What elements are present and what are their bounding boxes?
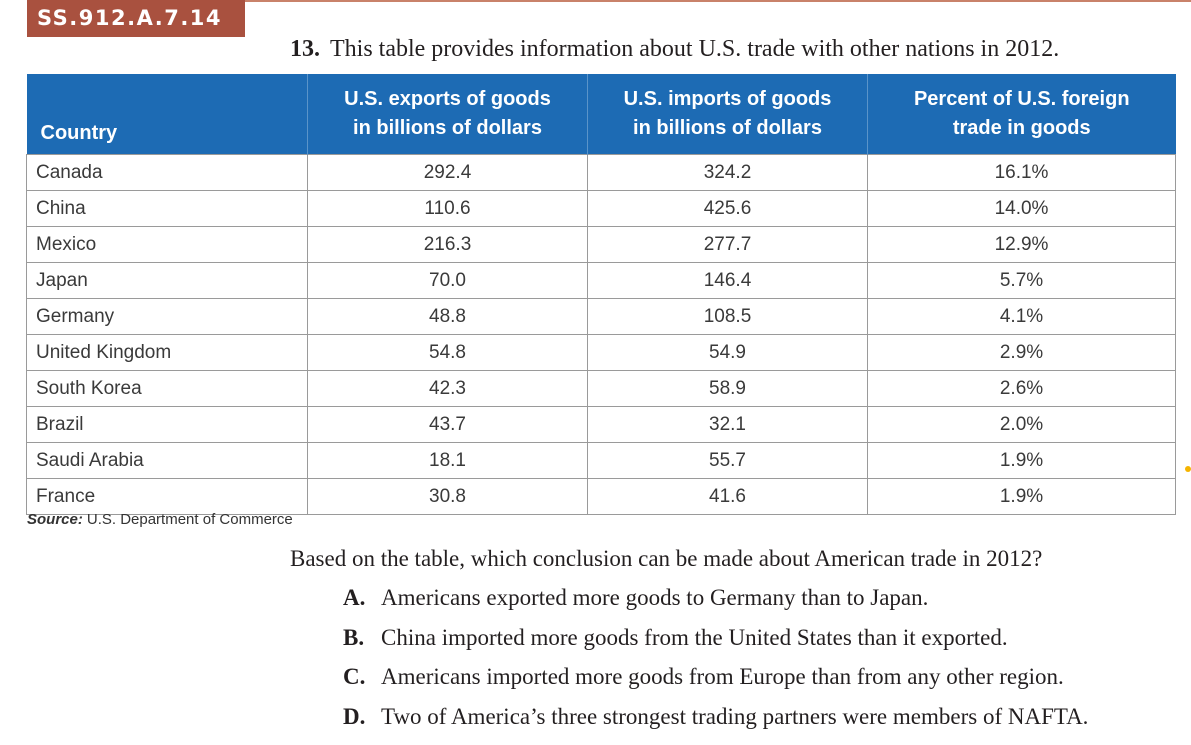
cell-exports: 48.8 [307,298,588,335]
source-note: Source: U.S. Department of Commerce [27,511,293,528]
cell-exports: 42.3 [307,370,588,407]
table-row: United Kingdom 54.8 54.9 2.9% [26,334,1176,371]
answer-choices: A. Americans exported more goods to Germa… [343,585,1088,743]
table-body: Canada 292.4 324.2 16.1% China 110.6 425.6 14.0… [26,154,1176,515]
table-row: Canada 292.4 324.2 16.1% [26,154,1176,191]
cell-country: South Korea [26,370,308,407]
cell-exports: 43.7 [307,406,588,443]
cell-percent: 5.7% [867,262,1176,299]
table-row: France 30.8 41.6 1.9% [26,478,1176,515]
table-row: China 110.6 425.6 14.0% [26,190,1176,227]
cell-percent: 12.9% [867,226,1176,263]
header-imports-line1: U.S. imports of goods [623,88,832,110]
marker-dot [1185,466,1191,472]
cell-country: United Kingdom [26,334,308,371]
header-percent: Percent of U.S. foreign trade in goods [867,74,1176,155]
question-text: This table provides information about U.… [330,36,1060,62]
source-text: U.S. Department of Commerce [86,511,293,528]
choice-text: Two of America’s three strongest trading… [381,703,1089,729]
cell-country: Canada [26,154,308,191]
cell-imports: 108.5 [587,298,868,335]
cell-percent: 2.6% [867,370,1176,407]
header-percent-line1: Percent of U.S. foreign [913,88,1130,110]
table-row: Germany 48.8 108.5 4.1% [26,298,1176,335]
answer-choice[interactable]: B. China imported more goods from the Uni… [343,625,1088,665]
table-row: Japan 70.0 146.4 5.7% [26,262,1176,299]
cell-imports: 277.7 [587,226,868,263]
cell-imports: 324.2 [587,154,868,191]
cell-exports: 54.8 [307,334,588,371]
standard-code-tag: SS.912.A.7.14 [27,0,245,37]
choice-letter: B. [343,624,365,650]
cell-percent: 1.9% [867,442,1176,479]
question-number: 13. [290,36,320,62]
cell-imports: 54.9 [587,334,868,371]
header-imports: U.S. imports of goods in billions of dol… [587,74,868,155]
cell-imports: 425.6 [587,190,868,227]
cell-country: France [26,478,308,515]
cell-imports: 32.1 [587,406,868,443]
cell-percent: 14.0% [867,190,1176,227]
header-imports-line2: in billions of dollars [633,117,822,139]
top-divider [245,0,1191,2]
cell-country: Japan [26,262,308,299]
choice-text: Americans imported more goods from Europ… [381,664,1064,689]
cell-percent: 2.9% [867,334,1176,371]
source-label: Source: [27,511,83,528]
table-header-row: Country U.S. exports of goods in billion… [26,74,1176,155]
cell-exports: 18.1 [307,442,588,479]
cell-country: Germany [26,298,308,335]
choice-letter: D. [343,703,366,729]
cell-percent: 16.1% [867,154,1176,191]
cell-country: China [26,190,308,227]
cell-exports: 70.0 [307,262,588,299]
choice-text: Americans exported more goods to Germany… [381,585,929,610]
cell-imports: 55.7 [587,442,868,479]
table-row: Mexico 216.3 277.7 12.9% [26,226,1176,263]
cell-exports: 110.6 [307,190,588,227]
header-exports-line1: U.S. exports of goods [344,88,551,110]
cell-percent: 1.9% [867,478,1176,515]
cell-exports: 216.3 [307,226,588,263]
cell-country: Mexico [26,226,308,263]
header-exports: U.S. exports of goods in billions of dol… [307,74,588,155]
choice-letter: C. [343,664,366,689]
cell-exports: 292.4 [307,154,588,191]
header-exports-line2: in billions of dollars [353,117,542,139]
question-prompt: Based on the table, which conclusion can… [290,546,1043,571]
header-country: Country [26,74,308,155]
choice-letter: A. [343,585,366,610]
cell-percent: 2.0% [867,406,1176,443]
answer-choice[interactable]: A. Americans exported more goods to Germa… [343,585,1088,625]
answer-choice[interactable]: D. Two of America’s three strongest tradi… [343,704,1088,744]
cell-imports: 41.6 [587,478,868,515]
cell-exports: 30.8 [307,478,588,515]
cell-percent: 4.1% [867,298,1176,335]
choice-text: China imported more goods from the Unite… [381,624,1008,650]
cell-imports: 146.4 [587,262,868,299]
table-row: Saudi Arabia 18.1 55.7 1.9% [26,442,1176,479]
trade-table: Country U.S. exports of goods in billion… [26,74,1176,515]
table-row: South Korea 42.3 58.9 2.6% [26,370,1176,407]
cell-country: Brazil [26,406,308,443]
cell-country: Saudi Arabia [26,442,308,479]
header-percent-line2: trade in goods [952,117,1091,139]
cell-imports: 58.9 [587,370,868,407]
answer-choice[interactable]: C. Americans imported more goods from Eur… [343,664,1088,704]
table-row: Brazil 43.7 32.1 2.0% [26,406,1176,443]
question-heading: 13. This table provides information about… [290,36,1059,63]
